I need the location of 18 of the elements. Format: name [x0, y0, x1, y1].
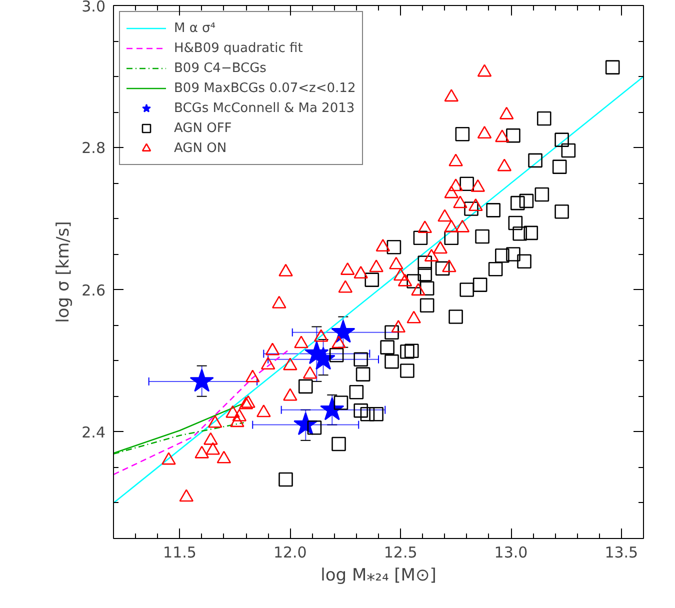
y-axis-title: log σ [km/s] [54, 221, 74, 323]
x-tick-label: 11.5 [163, 544, 196, 562]
legend-label: AGN ON [174, 140, 227, 156]
legend-label: BCGs McConnell & Ma 2013 [174, 100, 355, 116]
legend-label: B09 MaxBCGs 0.07<z<0.12 [174, 80, 356, 96]
legend-label: H&B09 quadratic fit [174, 40, 303, 56]
x-tick-label: 12.5 [384, 544, 418, 562]
legend-label: M α σ⁴ [174, 20, 216, 36]
y-tick-label: 2.8 [82, 139, 106, 158]
y-tick-label: 3.0 [82, 0, 106, 16]
x-axis-title: log M⁎₂₄ [M⊙] [320, 566, 436, 586]
x-tick-label: 13.5 [604, 544, 638, 562]
x-tick-label: 12.0 [273, 544, 307, 562]
x-tick-label: 13.0 [494, 544, 528, 562]
y-tick-label: 2.4 [82, 423, 106, 442]
y-tick-label: 2.6 [82, 281, 106, 300]
legend-label: B09 C4−BCGs [174, 60, 266, 76]
legend-label: AGN OFF [174, 120, 232, 136]
